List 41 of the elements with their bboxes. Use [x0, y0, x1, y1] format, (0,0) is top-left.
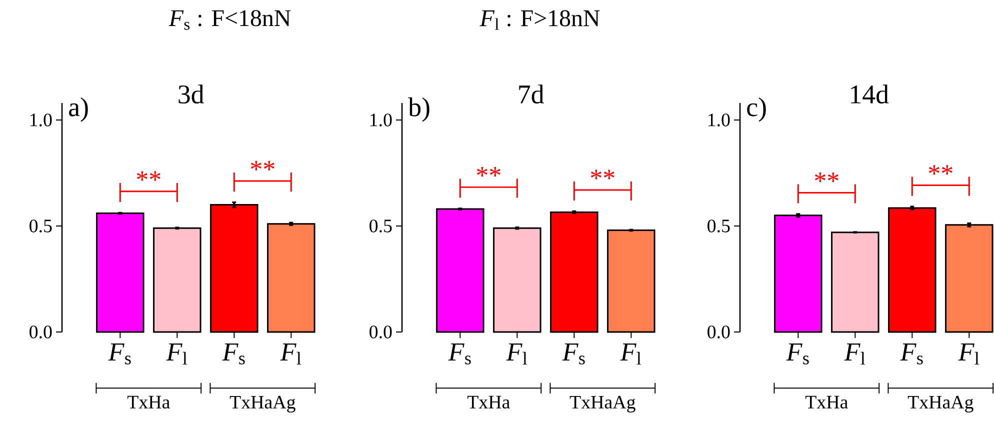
annotation: **	[590, 170, 614, 180]
text: TxHaAg	[230, 396, 296, 412]
y-tick-label: 0.5	[30, 220, 52, 232]
y-tick-label: 1.0	[30, 114, 52, 126]
text: TxHa	[127, 396, 170, 409]
x-tick-label: F$_{l}$	[620, 344, 642, 365]
text: TxHa	[467, 396, 510, 409]
text: TxHa	[805, 396, 848, 409]
x-tick-label: F$_{l}$	[506, 344, 528, 365]
y-tick-label: 0.5	[708, 220, 730, 232]
x-tick-label: F$_{s}$	[448, 344, 471, 364]
annotation: **	[814, 172, 838, 182]
x-tick-label: F$_{s}$	[562, 344, 585, 364]
x-tick-label: F$_{s}$	[108, 344, 131, 364]
text: F$_{l}$ : F>18nN	[480, 10, 600, 30]
x-tick-label: F$_{l}$	[844, 344, 866, 365]
y-tick-label: 1.0	[708, 114, 730, 126]
x-tick-label: F$_{s}$	[222, 344, 245, 364]
annotation: **	[476, 167, 500, 177]
x-tick-label: F$_{l}$	[280, 344, 302, 365]
x-tick-label: F$_{l}$	[166, 344, 188, 365]
text: TxHaAg	[570, 396, 636, 412]
y-tick-label: 1.0	[370, 114, 392, 126]
text: TxHaAg	[908, 396, 974, 412]
y-tick-label: 0.0	[370, 326, 392, 338]
annotation: **	[928, 165, 952, 175]
y-tick-label: 0.5	[370, 220, 392, 232]
x-tick-label: F$_{s}$	[786, 344, 809, 364]
chart-title: 3d	[178, 84, 204, 104]
text: b)	[408, 97, 430, 122]
text: F$_{s}$ : F<18nN	[168, 10, 291, 30]
y-tick-label: 0.0	[708, 326, 730, 338]
text: c)	[747, 97, 766, 122]
chart-title: 7d	[519, 84, 544, 104]
annotation: **	[136, 171, 160, 181]
chart-title: 14d	[851, 84, 889, 104]
x-tick-label: F$_{l}$	[958, 344, 980, 365]
y-tick-label: 0.0	[30, 326, 52, 338]
x-tick-label: F$_{s}$	[900, 344, 923, 364]
text: a)	[69, 97, 88, 122]
annotation: **	[250, 160, 274, 170]
